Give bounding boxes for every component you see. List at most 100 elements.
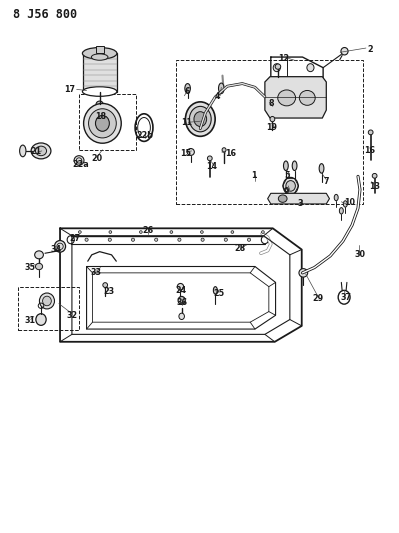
Text: 31: 31 (24, 316, 36, 325)
Ellipse shape (275, 64, 281, 69)
Ellipse shape (292, 161, 297, 171)
Text: 12: 12 (278, 54, 289, 63)
Ellipse shape (177, 284, 184, 290)
Ellipse shape (273, 63, 280, 71)
Ellipse shape (40, 293, 55, 309)
Ellipse shape (31, 143, 51, 159)
Ellipse shape (372, 173, 377, 178)
Ellipse shape (278, 90, 296, 106)
Text: 5: 5 (284, 171, 289, 180)
Text: 16: 16 (364, 147, 375, 156)
Ellipse shape (155, 238, 158, 241)
Ellipse shape (109, 231, 112, 233)
Ellipse shape (178, 296, 185, 304)
Bar (83, 53, 117, 92)
Text: 21: 21 (31, 148, 42, 157)
Text: 19: 19 (266, 123, 277, 132)
Ellipse shape (103, 282, 108, 287)
Text: 32: 32 (66, 311, 77, 320)
Ellipse shape (36, 314, 46, 325)
Text: 33: 33 (90, 268, 101, 277)
Ellipse shape (279, 195, 287, 203)
Ellipse shape (95, 115, 109, 131)
Bar (79, 94, 136, 150)
Polygon shape (268, 193, 330, 204)
Bar (96, 46, 104, 53)
Ellipse shape (178, 238, 181, 241)
Text: 6: 6 (184, 87, 190, 96)
Ellipse shape (170, 231, 173, 233)
Ellipse shape (194, 112, 207, 126)
Text: 27: 27 (69, 235, 80, 244)
Ellipse shape (231, 231, 234, 233)
Text: 8: 8 (268, 99, 274, 108)
Text: 17: 17 (64, 85, 75, 94)
Text: 9: 9 (284, 187, 289, 196)
Text: 3: 3 (298, 199, 303, 208)
Ellipse shape (261, 231, 264, 233)
Ellipse shape (179, 313, 184, 319)
Text: 30: 30 (354, 251, 365, 260)
Ellipse shape (108, 238, 111, 241)
Ellipse shape (74, 156, 84, 165)
Text: 14: 14 (206, 163, 217, 171)
Ellipse shape (55, 240, 65, 252)
Text: 11: 11 (181, 118, 192, 127)
Ellipse shape (307, 63, 314, 71)
Text: 1: 1 (251, 171, 257, 180)
Text: 13: 13 (369, 182, 380, 191)
Bar (176, 60, 363, 204)
Polygon shape (265, 77, 326, 118)
Ellipse shape (186, 102, 215, 136)
Ellipse shape (36, 146, 47, 156)
Text: 18: 18 (95, 112, 106, 122)
Text: 10: 10 (345, 198, 356, 207)
Text: 26: 26 (142, 226, 154, 235)
Text: 28: 28 (234, 244, 245, 253)
Ellipse shape (200, 231, 203, 233)
Text: 23: 23 (104, 287, 115, 296)
Text: 8 J56 800: 8 J56 800 (13, 9, 77, 21)
Text: 37: 37 (341, 293, 352, 302)
Text: 35: 35 (24, 263, 36, 272)
Ellipse shape (284, 161, 288, 171)
Ellipse shape (270, 116, 275, 122)
Ellipse shape (319, 164, 324, 173)
Text: 16: 16 (225, 149, 236, 158)
Ellipse shape (340, 208, 343, 214)
Text: 22b: 22b (136, 131, 153, 140)
Ellipse shape (83, 87, 117, 96)
Ellipse shape (36, 263, 43, 270)
Ellipse shape (35, 251, 43, 259)
Ellipse shape (140, 231, 142, 233)
Ellipse shape (283, 177, 298, 195)
Ellipse shape (131, 238, 134, 241)
Ellipse shape (247, 238, 251, 241)
Ellipse shape (185, 84, 190, 93)
Ellipse shape (190, 107, 211, 132)
Text: 29: 29 (313, 294, 324, 303)
Ellipse shape (96, 101, 103, 108)
Ellipse shape (43, 296, 51, 306)
Ellipse shape (286, 181, 295, 191)
Text: 22a: 22a (72, 160, 89, 169)
Ellipse shape (84, 103, 121, 143)
Ellipse shape (207, 156, 212, 161)
Text: 7: 7 (324, 177, 329, 186)
Text: 20: 20 (91, 154, 102, 163)
Ellipse shape (219, 83, 224, 94)
Ellipse shape (91, 54, 108, 60)
Ellipse shape (201, 238, 204, 241)
Ellipse shape (83, 47, 117, 59)
Ellipse shape (341, 47, 348, 55)
Text: 15: 15 (180, 149, 191, 158)
Text: 34: 34 (51, 245, 61, 254)
Ellipse shape (85, 238, 88, 241)
Ellipse shape (79, 231, 81, 233)
Ellipse shape (222, 148, 226, 152)
Ellipse shape (334, 195, 338, 201)
Ellipse shape (299, 269, 308, 277)
Ellipse shape (343, 201, 347, 207)
Ellipse shape (224, 238, 227, 241)
Text: 24: 24 (175, 286, 186, 295)
